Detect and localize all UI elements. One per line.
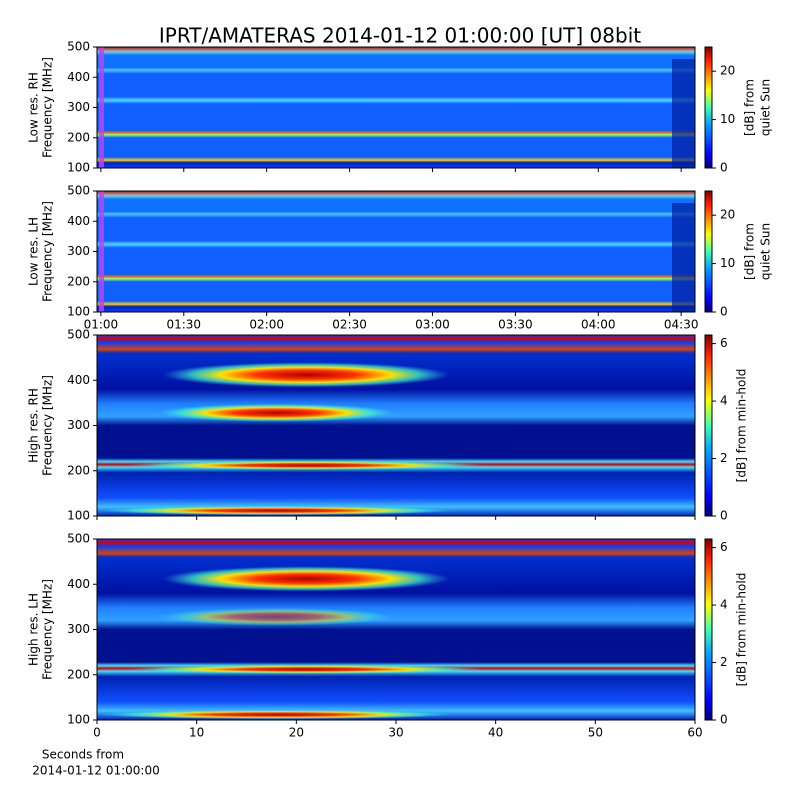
- colorbar-label: [dB] from: [743, 79, 757, 136]
- y-tick-label: 400: [67, 214, 90, 228]
- y-axis-label: Frequency [MHz]: [41, 57, 55, 158]
- y-tick-label: 500: [67, 532, 90, 546]
- x-tick-label: 40: [488, 726, 503, 740]
- y-tick-label: 200: [67, 463, 90, 477]
- x-tick-label: 03:30: [498, 318, 533, 332]
- x-tick-label: 03:00: [415, 318, 450, 332]
- y-tick-label: 300: [67, 100, 90, 114]
- x-tick-label: 02:00: [249, 318, 284, 332]
- x-tick-label: 30: [388, 726, 403, 740]
- colorbar-tick-label: 10: [720, 256, 735, 270]
- colorbar-tick-label: 4: [720, 598, 728, 612]
- x-tick-label: 10: [189, 726, 204, 740]
- colorbar-tick-label: 6: [720, 540, 728, 554]
- colorbar-tick-label: 20: [720, 208, 735, 222]
- x-axis-label: 2014-01-12 01:00:00: [32, 764, 159, 778]
- spectrogram-block: [672, 59, 695, 168]
- x-tick-label: 02:30: [332, 318, 367, 332]
- y-axis-label: Frequency [MHz]: [41, 579, 55, 680]
- spectrogram-blob: [126, 664, 486, 674]
- x-tick-label: 0: [93, 726, 101, 740]
- x-axis-label: Seconds from: [42, 748, 124, 762]
- y-tick-label: 300: [67, 244, 90, 258]
- spectrogram-block: [672, 203, 695, 312]
- colorbar-label: [dB] from: [743, 223, 757, 280]
- colorbar: [704, 334, 713, 517]
- spectrogram-blob: [97, 506, 456, 516]
- colorbar: [704, 46, 713, 169]
- spectrogram-blob: [97, 710, 456, 720]
- y-axis-label: Low res. LH: [27, 217, 41, 286]
- y-tick-label: 500: [67, 328, 90, 342]
- colorbar-label: quiet Sun: [759, 79, 773, 136]
- y-tick-label: 400: [67, 70, 90, 84]
- y-tick-label: 400: [67, 373, 90, 387]
- figure-title: IPRT/AMATERAS 2014-01-12 01:00:00 [UT] 0…: [159, 24, 641, 48]
- colorbar: [704, 190, 713, 313]
- x-tick-label: 04:30: [664, 318, 699, 332]
- colorbar: [704, 538, 713, 721]
- colorbar-tick-label: 2: [720, 655, 728, 669]
- y-tick-label: 200: [67, 130, 90, 144]
- spectrogram-blob: [162, 566, 450, 592]
- y-axis-label: Frequency [MHz]: [41, 201, 55, 302]
- colorbar-tick-label: 6: [720, 336, 728, 350]
- x-tick-label: 01:00: [84, 318, 119, 332]
- y-tick-label: 500: [67, 40, 90, 54]
- y-axis-label: High res. RH: [27, 388, 41, 463]
- spectrogram: [97, 191, 695, 312]
- spectrogram-blob: [156, 403, 396, 422]
- y-tick-label: 500: [67, 184, 90, 198]
- colorbar-tick-label: 0: [720, 161, 728, 175]
- spectrogram-blob: [126, 460, 486, 470]
- x-tick-label: 20: [289, 726, 304, 740]
- y-tick-label: 100: [67, 305, 90, 319]
- y-tick-label: 100: [67, 161, 90, 175]
- y-tick-label: 200: [67, 274, 90, 288]
- y-axis-label: High res. LH: [27, 593, 41, 666]
- y-tick-label: 200: [67, 667, 90, 681]
- y-tick-label: 400: [67, 577, 90, 591]
- colorbar-tick-label: 0: [720, 305, 728, 319]
- colorbar-label: quiet Sun: [759, 223, 773, 280]
- colorbar-label: [dB] from min-hold: [735, 369, 749, 483]
- colorbar-tick-label: 20: [720, 64, 735, 78]
- colorbar-tick-label: 0: [720, 509, 728, 523]
- x-tick-label: 50: [588, 726, 603, 740]
- spectrogram-stripe: [99, 47, 104, 168]
- spectrogram-blob: [162, 362, 450, 388]
- colorbar-tick-label: 2: [720, 451, 728, 465]
- colorbar-tick-label: 10: [720, 112, 735, 126]
- spectrogram: [97, 335, 695, 516]
- spectrogram: [97, 47, 695, 168]
- y-axis-label: Frequency [MHz]: [41, 375, 55, 476]
- spectrogram-stripe: [99, 191, 104, 312]
- x-tick-label: 60: [687, 726, 702, 740]
- y-tick-label: 300: [67, 622, 90, 636]
- x-tick-label: 04:00: [581, 318, 616, 332]
- colorbar-tick-label: 0: [720, 713, 728, 727]
- colorbar-label: [dB] from min-hold: [735, 573, 749, 687]
- spectrogram-blob: [156, 607, 396, 626]
- y-tick-label: 100: [67, 509, 90, 523]
- colorbar-tick-label: 4: [720, 394, 728, 408]
- y-axis-label: Low res. RH: [27, 72, 41, 143]
- y-tick-label: 300: [67, 418, 90, 432]
- y-tick-label: 100: [67, 713, 90, 727]
- x-tick-label: 01:30: [166, 318, 201, 332]
- spectrogram: [97, 539, 695, 720]
